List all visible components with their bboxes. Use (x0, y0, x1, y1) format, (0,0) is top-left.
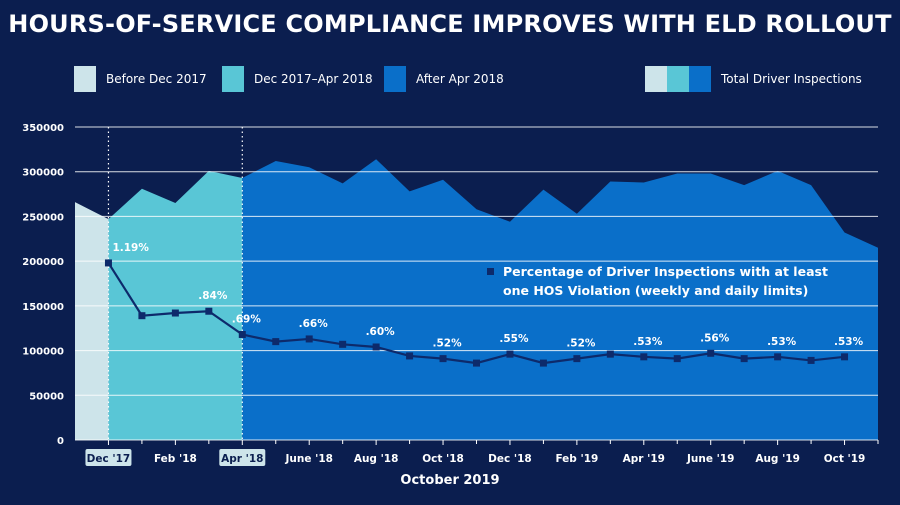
violation-data-label: .69% (232, 313, 262, 325)
y-tick-label: 350000 (22, 123, 64, 134)
x-tick-label: Feb '18 (154, 453, 197, 465)
annotation-line-1: Percentage of Driver Inspections with at… (503, 264, 828, 279)
x-tick-label: Oct '18 (422, 453, 464, 465)
legend-total: Total Driver Inspections (645, 66, 862, 92)
violation-data-label: .55% (499, 333, 529, 345)
legend-label-dec-apr: Dec 2017–Apr 2018 (254, 72, 373, 86)
x-tick-highlight (219, 449, 266, 466)
x-tick-label: Dec '17 (87, 453, 131, 465)
violation-data-label: .56% (700, 332, 730, 344)
x-tick-label: Apr '18 (221, 453, 263, 465)
violation-point (774, 353, 782, 361)
violation-point (272, 338, 280, 346)
violation-point (807, 356, 815, 364)
legend-label-before: Before Dec 2017 (106, 72, 207, 86)
violation-point (707, 349, 715, 357)
chart-title: HOURS-OF-SERVICE COMPLIANCE IMPROVES WIT… (8, 10, 892, 38)
y-tick-label: 0 (57, 436, 64, 447)
legend-swatch-dec-apr (222, 66, 244, 92)
x-tick-highlight (85, 449, 132, 466)
x-tick-label: June '18 (284, 453, 332, 465)
y-tick-label: 200000 (22, 257, 64, 268)
violation-point (740, 355, 748, 363)
violation-data-label: .52% (566, 338, 596, 350)
violation-point (372, 343, 380, 351)
x-tick-label: Oct '19 (824, 453, 866, 465)
violation-point (171, 309, 179, 317)
legend-swatch-total-dec-apr (667, 66, 689, 92)
violation-point (473, 359, 480, 367)
legend-after: After Apr 2018 (384, 66, 504, 92)
y-tick-label: 50000 (29, 391, 64, 402)
inspections-chart: 0 50000 100000 150000 200000 250000 300000 3500… (22, 123, 879, 466)
violation-point (606, 350, 614, 358)
violation-point (138, 312, 146, 320)
x-tick-label: Feb '19 (555, 453, 598, 465)
violation-point (841, 353, 849, 361)
legend-swatch-after (384, 66, 406, 92)
violation-data-label: .53% (767, 336, 797, 348)
x-tick-label: Dec '18 (488, 453, 532, 465)
violation-point (305, 335, 313, 343)
x-tick-label: June '19 (686, 453, 734, 465)
violation-point (539, 359, 547, 367)
violation-data-label: .84% (198, 290, 228, 302)
violation-point (439, 355, 447, 363)
legend-swatch-before (74, 66, 96, 92)
legend-label-total: Total Driver Inspections (721, 72, 862, 86)
annotation-line-2: one HOS Violation (weekly and daily limi… (503, 283, 808, 298)
violation-data-label: .60% (366, 326, 396, 338)
area-after-apr-2018 (242, 159, 878, 441)
violation-point (573, 355, 581, 363)
violation-point (506, 350, 514, 358)
violation-data-label: .66% (299, 318, 329, 330)
x-tick-label: Aug '18 (354, 453, 399, 465)
violation-point (238, 330, 246, 338)
violation-data-label: 1.19% (112, 242, 149, 254)
violation-point (673, 355, 681, 363)
legend-before: Before Dec 2017 (74, 66, 207, 92)
violation-point (339, 340, 347, 348)
legend-label-after: After Apr 2018 (416, 72, 504, 86)
legend-swatch-total-after (689, 66, 711, 92)
y-tick-label: 100000 (22, 347, 64, 358)
x-axis-title: October 2019 (400, 473, 500, 488)
violation-data-label: .53% (633, 336, 663, 348)
x-tick-label: Apr '19 (623, 453, 665, 465)
y-tick-label: 250000 (22, 212, 64, 223)
x-tick-label: Aug '19 (755, 453, 800, 465)
violation-data-label: .53% (834, 336, 864, 348)
area-before-dec-2017 (75, 202, 109, 440)
violation-point (205, 307, 213, 315)
legend-swatch-total-before (645, 66, 667, 92)
violation-point (104, 259, 112, 267)
legend-dec-apr: Dec 2017–Apr 2018 (222, 66, 373, 92)
violation-point (406, 352, 414, 360)
y-tick-label: 150000 (22, 302, 64, 313)
annotation-marker (487, 268, 494, 275)
violation-data-label: .52% (432, 338, 462, 350)
y-tick-label: 300000 (22, 168, 64, 179)
violation-point (640, 353, 648, 361)
